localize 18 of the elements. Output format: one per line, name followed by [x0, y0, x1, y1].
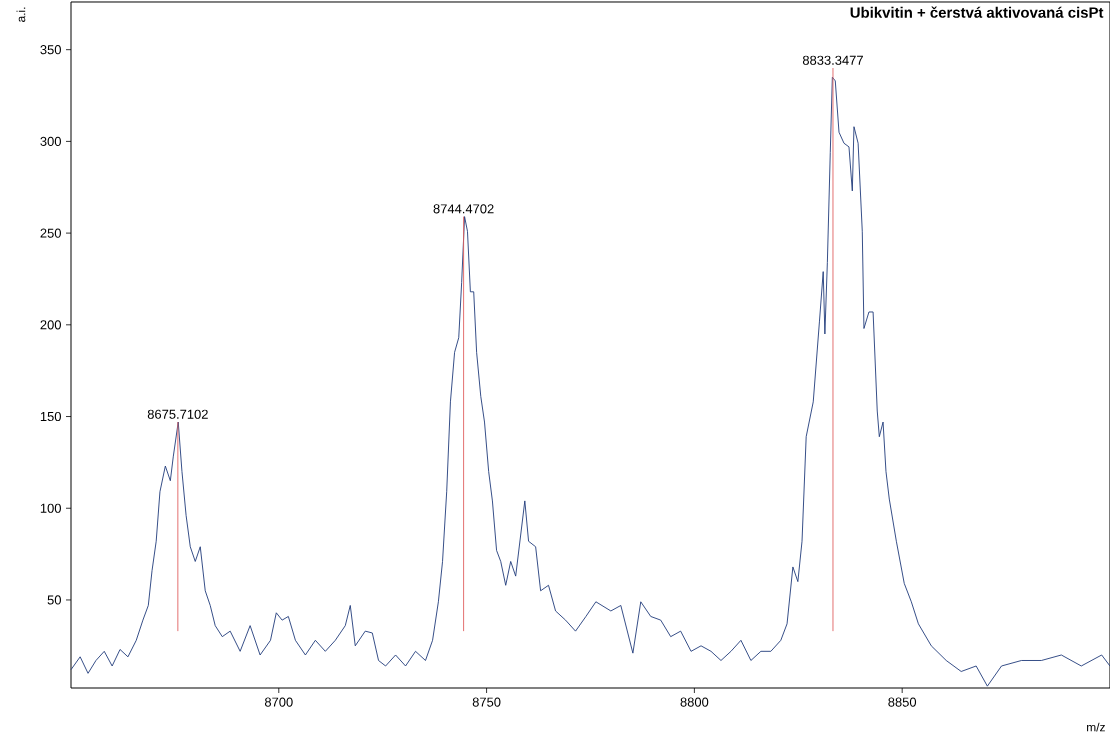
- annotation: 8833.3477: [802, 55, 863, 65]
- y-tick-label: 50: [47, 595, 61, 605]
- y-tick-label: 250: [40, 228, 61, 238]
- y-axis-title: a.i.: [16, 7, 26, 22]
- y-tick-label: 200: [40, 320, 61, 330]
- chart-title: Ubikvitin + čerstvá aktivovaná cisPt: [850, 6, 1104, 18]
- x-tick-label: 8700: [264, 697, 293, 707]
- x-tick-label: 8800: [680, 697, 709, 707]
- x-tick-label: 8750: [472, 697, 501, 707]
- x-tick-label: 8850: [888, 697, 917, 707]
- y-tick-label: 100: [40, 503, 61, 513]
- x-axis-title: m/z: [1087, 722, 1105, 732]
- annotation: 8675.7102: [147, 409, 208, 419]
- line-series: [70, 76, 1110, 687]
- y-tick-label: 350: [40, 45, 61, 55]
- y-tick-label: 150: [40, 411, 61, 422]
- y-tick-label: 300: [40, 136, 61, 146]
- annotation: 8744.4702: [433, 204, 494, 214]
